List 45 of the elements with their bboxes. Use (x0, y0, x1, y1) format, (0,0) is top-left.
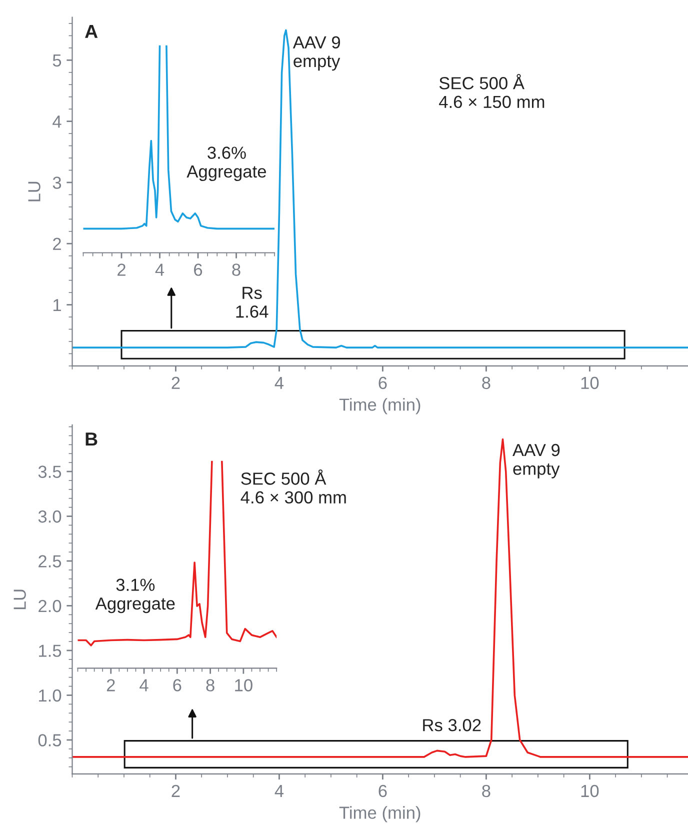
y-tick-label: 5 (52, 54, 62, 67)
y-tick-label: 2.5 (38, 555, 62, 568)
annotation: Rs 3.02 (423, 719, 481, 732)
annotation: SEC 500 Å 4.6 × 150 mm (439, 74, 544, 108)
x-tick-label: 2 (118, 264, 126, 276)
x-tick-label: 6 (194, 264, 202, 276)
x-tick-label: 2 (172, 376, 180, 389)
x-tick-label: 4 (274, 785, 284, 797)
x-tick-label: 8 (206, 679, 214, 692)
x-tick-label: 6 (378, 784, 387, 798)
x-tick-label: 4 (274, 376, 284, 389)
x-tick-label: 4 (155, 264, 164, 276)
x-tick-label: 10 (235, 679, 252, 692)
annotation: 3.1% Aggregate (95, 578, 175, 614)
x-tick-label: 2 (172, 784, 180, 797)
y-tick-label: 1.5 (39, 644, 62, 657)
y-tick-label: 1.0 (39, 689, 62, 702)
x-axis-title: Time (min) (339, 806, 420, 822)
y-tick-label: 4 (52, 116, 62, 128)
x-tick-label: 10 (581, 376, 599, 390)
x-tick-label: 8 (232, 264, 240, 276)
y-axis-title: LU (14, 590, 26, 610)
annotation: AAV 9 empty (512, 444, 560, 478)
chart-title: A (85, 25, 98, 38)
y-tick-label: 3.0 (38, 510, 62, 523)
x-tick-label: 6 (173, 679, 182, 692)
y-tick-label: 3.5 (38, 466, 62, 478)
y-axis-title: LU (28, 182, 40, 202)
x-tick-label: 8 (482, 784, 490, 798)
x-tick-label: 8 (482, 376, 490, 390)
x-tick-label: 4 (140, 679, 148, 692)
annotation: 3.6% Aggregate (186, 146, 266, 182)
y-tick-label: 0.5 (38, 734, 62, 746)
x-tick-label: 2 (106, 679, 115, 692)
annotation: AAV 9 empty (292, 36, 340, 71)
annotation: Rs 1.64 (236, 286, 268, 318)
y-tick-label: 2 (53, 238, 61, 250)
y-tick-label: 3 (52, 176, 62, 189)
annotation: SEC 500 Å 4.6 × 300 mm (240, 469, 346, 504)
chart-title: B (86, 432, 98, 446)
y-tick-label: 1 (53, 299, 61, 312)
y-tick-label: 2.0 (38, 600, 62, 612)
x-tick-label: 6 (378, 376, 387, 390)
x-axis-title: Time (min) (339, 398, 420, 414)
x-tick-label: 10 (581, 784, 599, 798)
